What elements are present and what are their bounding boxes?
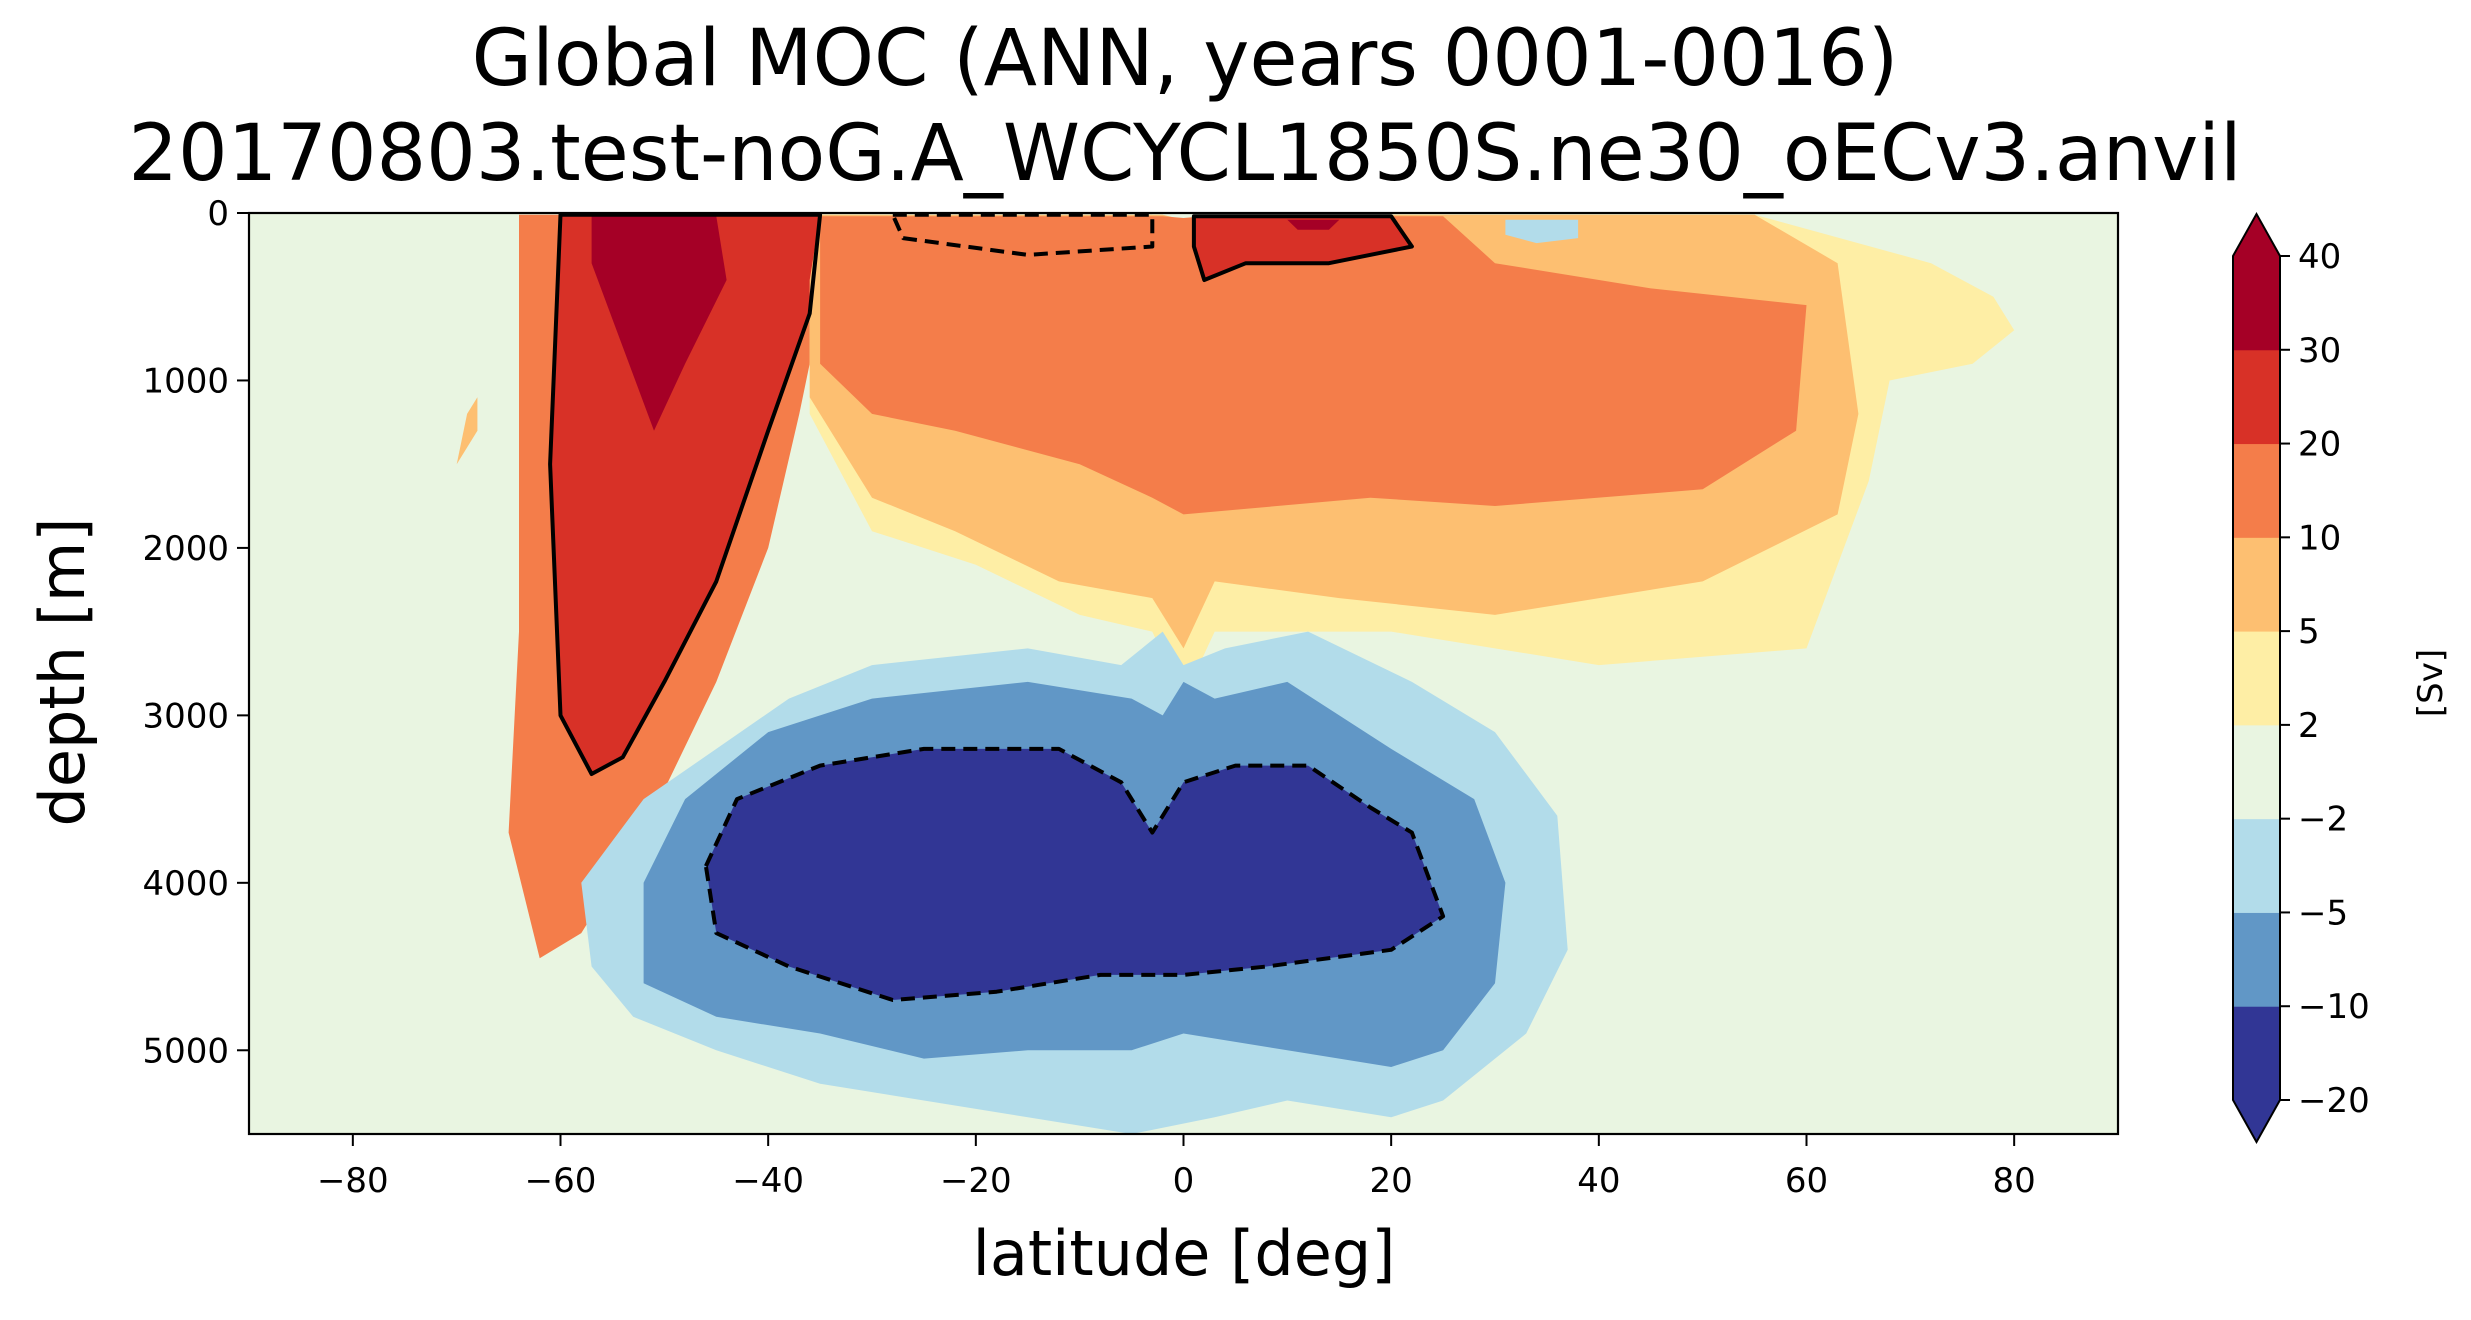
x-tick-label: 40: [1577, 1161, 1620, 1201]
colorbar-tick-label: 10: [2298, 518, 2341, 558]
colorbar-swatch: [2233, 537, 2280, 632]
x-tick-label: 20: [1370, 1161, 1413, 1201]
contour-line: [703, 746, 1446, 1002]
y-tick-label: 3000: [142, 696, 229, 736]
y-axis-label: depth [m]: [26, 518, 99, 827]
contour-region: [705, 748, 1444, 1000]
x-tick-label: −20: [940, 1161, 1012, 1201]
colorbar-tick-label: 5: [2298, 612, 2320, 652]
chart-title: Global MOC (ANN, years 0001-0016): [472, 14, 1899, 104]
y-tick-label: 0: [207, 194, 229, 234]
y-axis: 0 1000 2000 3000 4000 5000: [142, 194, 249, 1071]
colorbar-swatch: [2233, 818, 2280, 913]
contour-region: [1287, 219, 1340, 230]
contour-region: [456, 397, 478, 465]
y-tick-label: 4000: [142, 864, 229, 904]
colorbar-swatch: [2233, 443, 2280, 538]
contour-region: [1505, 219, 1579, 244]
y-tick-label: 5000: [142, 1031, 229, 1071]
chart-subtitle: 20170803.test-noG.A_WCYCL1850S.ne30_oECv…: [128, 109, 2241, 199]
colorbar-swatch: [2233, 1006, 2280, 1101]
colorbar-swatch: [2233, 912, 2280, 1007]
x-tick-label: 60: [1785, 1161, 1828, 1201]
colorbar-tick-label: 30: [2298, 331, 2341, 371]
contour-region: [820, 216, 1807, 515]
y-tick-label: 2000: [142, 529, 229, 569]
x-tick-label: −80: [317, 1161, 389, 1201]
contour-line: [548, 213, 823, 776]
colorbar: −20 −10 −5 −2 2 5 10 20 30 40: [2232, 211, 2370, 1145]
colorbar-extend-min: [2233, 1100, 2280, 1142]
colorbar-tick-label: 40: [2298, 237, 2341, 277]
x-tick-label: −40: [732, 1161, 804, 1201]
colorbar-swatch: [2233, 631, 2280, 726]
colorbar-swatch: [2233, 349, 2280, 445]
colorbar-label: [Sv]: [2411, 649, 2451, 717]
x-tick-label: −60: [525, 1161, 597, 1201]
x-tick-label: 0: [1173, 1161, 1195, 1201]
contour-line: [890, 213, 1155, 257]
colorbar-swatch: [2233, 724, 2280, 820]
colorbar-tick-label: −2: [2298, 800, 2348, 840]
colorbar-extend-max: [2233, 214, 2280, 256]
colorbar-tick-label: −10: [2298, 987, 2370, 1027]
colorbar-tick-label: 20: [2298, 425, 2341, 465]
x-axis-label: latitude [deg]: [973, 1217, 1396, 1290]
contour-region: [550, 214, 821, 774]
contour-region: [591, 216, 727, 431]
colorbar-swatch: [2233, 256, 2280, 351]
contour-region: [1193, 216, 1412, 280]
colorbar-tick-label: −20: [2298, 1081, 2370, 1121]
x-axis: −80 −60 −40 −20 0 20 40 60 80: [317, 1134, 2036, 1201]
plot-area: [249, 213, 2118, 1134]
colorbar-tick-label: −5: [2298, 893, 2348, 933]
x-tick-label: 80: [1993, 1161, 2036, 1201]
y-tick-label: 1000: [142, 361, 229, 401]
contour-line: [1191, 214, 1414, 282]
colorbar-tick-label: 2: [2298, 706, 2320, 746]
